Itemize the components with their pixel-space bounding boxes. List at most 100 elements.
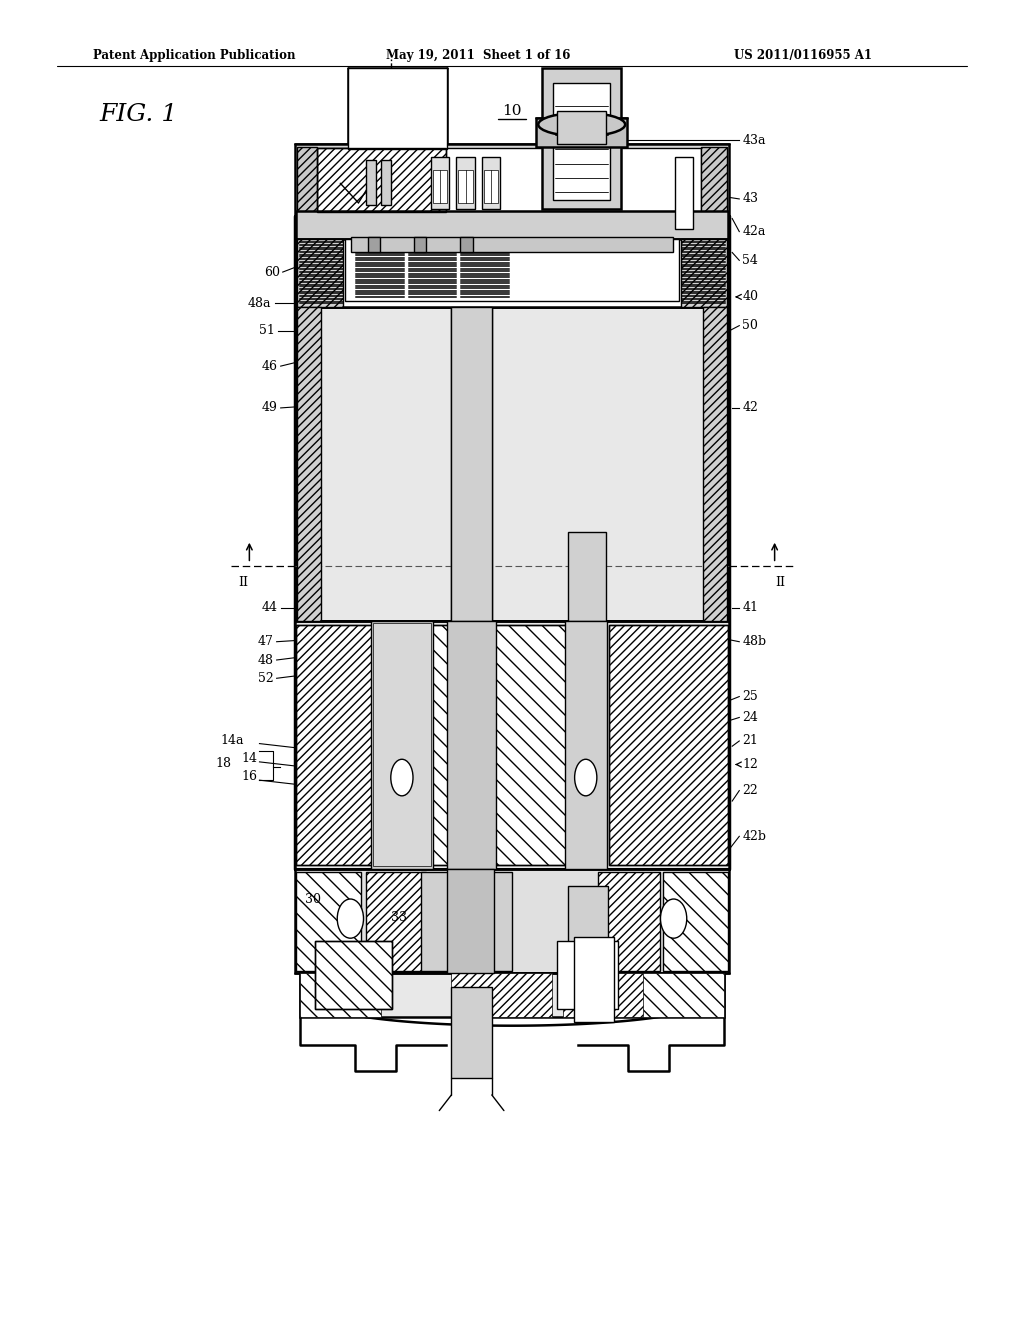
- Text: 42b: 42b: [742, 830, 766, 843]
- Text: II: II: [776, 576, 785, 589]
- Text: 48: 48: [258, 653, 273, 667]
- Bar: [295, 144, 729, 216]
- Bar: [447, 869, 494, 973]
- Text: 14a: 14a: [221, 734, 245, 747]
- Bar: [297, 308, 727, 620]
- Polygon shape: [700, 147, 727, 214]
- Text: 50: 50: [742, 319, 758, 333]
- Text: 46: 46: [262, 359, 278, 372]
- Bar: [609, 624, 728, 865]
- Ellipse shape: [574, 759, 597, 796]
- Text: 47: 47: [258, 635, 273, 648]
- Text: 44: 44: [262, 601, 278, 614]
- Bar: [553, 83, 610, 201]
- Bar: [562, 973, 664, 1016]
- Bar: [295, 144, 729, 216]
- Ellipse shape: [539, 112, 625, 136]
- Text: 52: 52: [258, 672, 273, 685]
- Bar: [431, 624, 593, 865]
- Bar: [414, 236, 426, 252]
- Bar: [315, 941, 392, 1008]
- Text: May 19, 2011  Sheet 1 of 16: May 19, 2011 Sheet 1 of 16: [386, 49, 570, 62]
- Bar: [643, 973, 724, 1016]
- Bar: [459, 170, 473, 203]
- Bar: [300, 973, 381, 1016]
- Text: 14: 14: [242, 752, 257, 764]
- Bar: [421, 871, 512, 970]
- Bar: [295, 869, 729, 973]
- Bar: [461, 236, 473, 252]
- Bar: [564, 620, 607, 869]
- Text: 10: 10: [502, 104, 522, 119]
- Text: 25: 25: [742, 690, 758, 704]
- Ellipse shape: [660, 899, 687, 939]
- Bar: [295, 620, 729, 869]
- Bar: [315, 941, 392, 1008]
- Bar: [702, 308, 727, 620]
- Text: 54: 54: [742, 253, 758, 267]
- Ellipse shape: [337, 899, 364, 939]
- Bar: [366, 160, 376, 206]
- Bar: [345, 239, 679, 301]
- Bar: [317, 148, 446, 213]
- Bar: [433, 170, 447, 203]
- Bar: [609, 624, 728, 865]
- Bar: [557, 941, 618, 1008]
- Bar: [567, 886, 608, 970]
- Bar: [537, 117, 627, 147]
- Bar: [381, 160, 391, 206]
- Bar: [573, 937, 614, 1022]
- Bar: [457, 157, 475, 210]
- Text: 33: 33: [391, 911, 407, 924]
- Bar: [366, 871, 426, 970]
- Text: 22: 22: [742, 784, 758, 797]
- Text: 49: 49: [262, 401, 278, 414]
- Text: 42a: 42a: [742, 226, 766, 238]
- Bar: [317, 148, 446, 213]
- Text: 31: 31: [478, 929, 494, 942]
- Bar: [348, 69, 447, 149]
- Bar: [483, 170, 498, 203]
- Bar: [567, 532, 606, 620]
- Text: 43: 43: [742, 193, 759, 206]
- Text: 12: 12: [742, 758, 758, 771]
- Text: 40: 40: [742, 290, 759, 304]
- Text: II: II: [239, 576, 248, 589]
- Text: 48b: 48b: [742, 635, 766, 648]
- Bar: [557, 111, 606, 144]
- Text: 41: 41: [742, 601, 759, 614]
- Bar: [707, 216, 729, 869]
- Text: 48a: 48a: [248, 297, 271, 310]
- Bar: [295, 216, 317, 869]
- Bar: [481, 157, 500, 210]
- Bar: [452, 308, 492, 620]
- Bar: [296, 211, 728, 239]
- Bar: [675, 157, 693, 228]
- Text: 16: 16: [242, 770, 257, 783]
- Bar: [296, 871, 361, 970]
- Text: 24: 24: [742, 711, 758, 723]
- Text: US 2011/0116955 A1: US 2011/0116955 A1: [734, 49, 872, 62]
- Bar: [681, 239, 727, 308]
- Bar: [431, 157, 450, 210]
- Text: FIG. 1: FIG. 1: [100, 103, 178, 125]
- Bar: [452, 986, 492, 1078]
- Text: 60: 60: [263, 265, 280, 279]
- Text: Patent Application Publication: Patent Application Publication: [93, 49, 295, 62]
- Bar: [300, 973, 724, 1016]
- Bar: [663, 871, 728, 970]
- Text: 51: 51: [259, 325, 274, 338]
- Bar: [598, 871, 660, 970]
- Bar: [297, 308, 322, 620]
- Text: 43a: 43a: [742, 133, 766, 147]
- Bar: [452, 973, 552, 1016]
- Text: 42: 42: [742, 401, 758, 414]
- Bar: [373, 623, 431, 866]
- Bar: [297, 239, 343, 308]
- Text: 20: 20: [347, 911, 364, 924]
- Ellipse shape: [391, 759, 413, 796]
- Text: 21: 21: [742, 734, 758, 747]
- Bar: [296, 624, 415, 865]
- Text: 20c: 20c: [430, 929, 453, 942]
- Bar: [317, 148, 700, 213]
